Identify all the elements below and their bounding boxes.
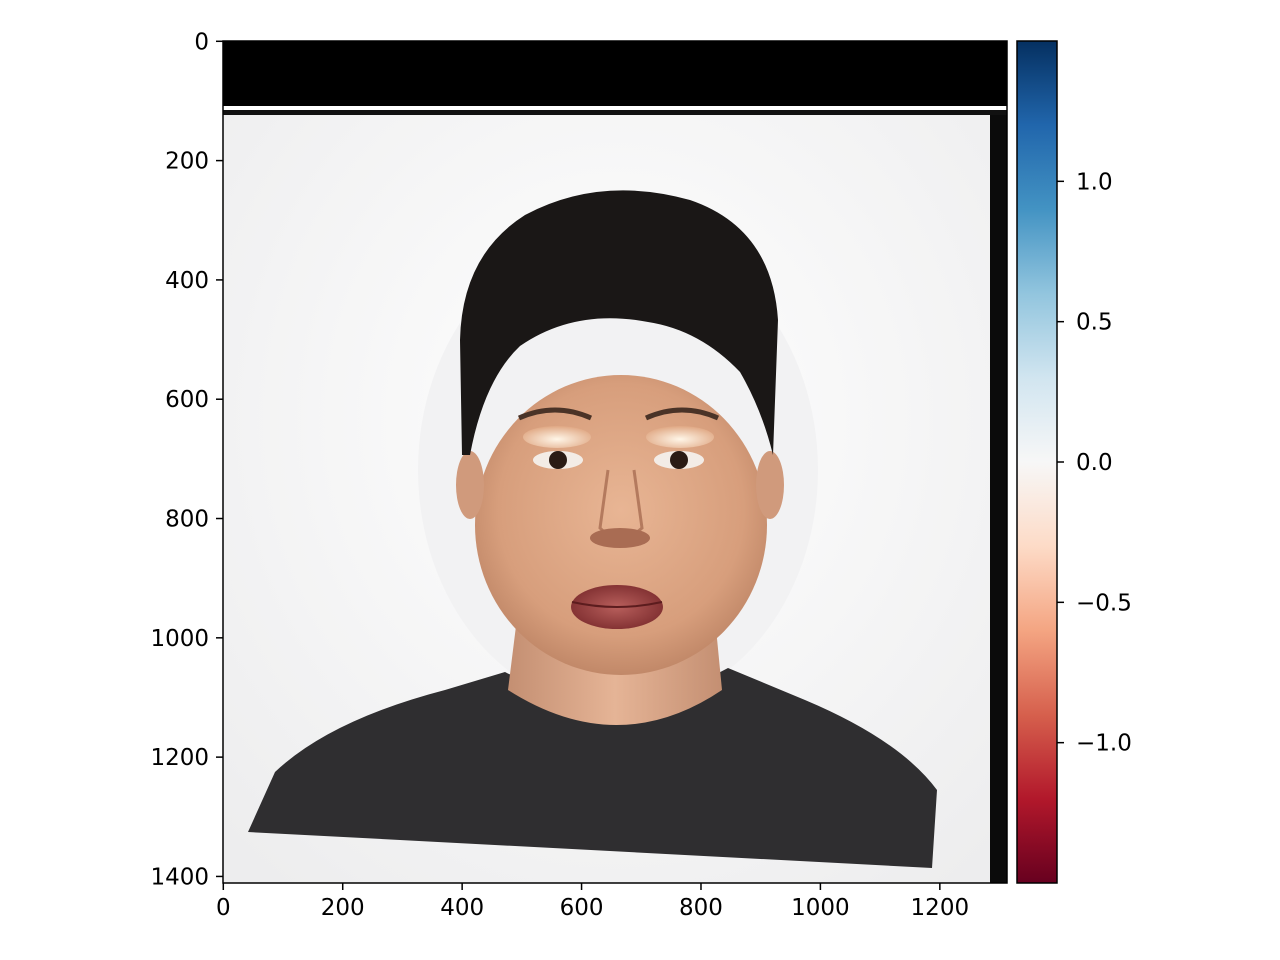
- x-tick-label: 800: [679, 895, 723, 921]
- portrait-figure: [248, 190, 937, 868]
- colorbar: 1.0 0.5 0.0 −0.5 −1.0: [1016, 40, 1132, 884]
- face: [475, 375, 767, 675]
- y-axis: 0 200 400 600 800 1000 1200 1400: [150, 29, 223, 890]
- y-tick-label: 200: [165, 149, 209, 175]
- x-axis: 0 200 400 600 800 1000 1200: [216, 883, 969, 921]
- y-tick-label: 400: [165, 268, 209, 294]
- x-tick-label: 0: [216, 895, 231, 921]
- colorbar-gradient: [1017, 41, 1057, 883]
- hair: [460, 190, 778, 455]
- black-band: [223, 41, 1007, 106]
- y-tick-label: 1200: [150, 745, 209, 771]
- colorbar-tick-label: 1.0: [1076, 169, 1113, 195]
- heatmap-image: [223, 41, 1007, 883]
- x-tick-label: 600: [560, 895, 604, 921]
- y-tick-label: 600: [165, 387, 209, 413]
- plot-frame: [222, 40, 1008, 884]
- colorbar-tick-label: 0.5: [1076, 310, 1113, 336]
- x-tick-label: 200: [321, 895, 365, 921]
- x-tick-label: 1200: [911, 895, 970, 921]
- x-tick-label: 1000: [791, 895, 850, 921]
- dark-strip: [990, 115, 1007, 883]
- y-tick-label: 1000: [150, 626, 209, 652]
- y-tick-label: 1400: [150, 864, 209, 890]
- colorbar-tick-label: −1.0: [1076, 731, 1132, 757]
- colorbar-tick-label: 0.0: [1076, 450, 1113, 476]
- y-tick-label: 0: [194, 29, 209, 55]
- y-tick-label: 800: [165, 507, 209, 533]
- colorbar-ticks: 1.0 0.5 0.0 −0.5 −1.0: [1057, 169, 1132, 757]
- shirt: [248, 668, 937, 868]
- white-line: [223, 106, 1007, 110]
- colorbar-tick-label: −0.5: [1076, 590, 1132, 616]
- x-tick-label: 400: [440, 895, 484, 921]
